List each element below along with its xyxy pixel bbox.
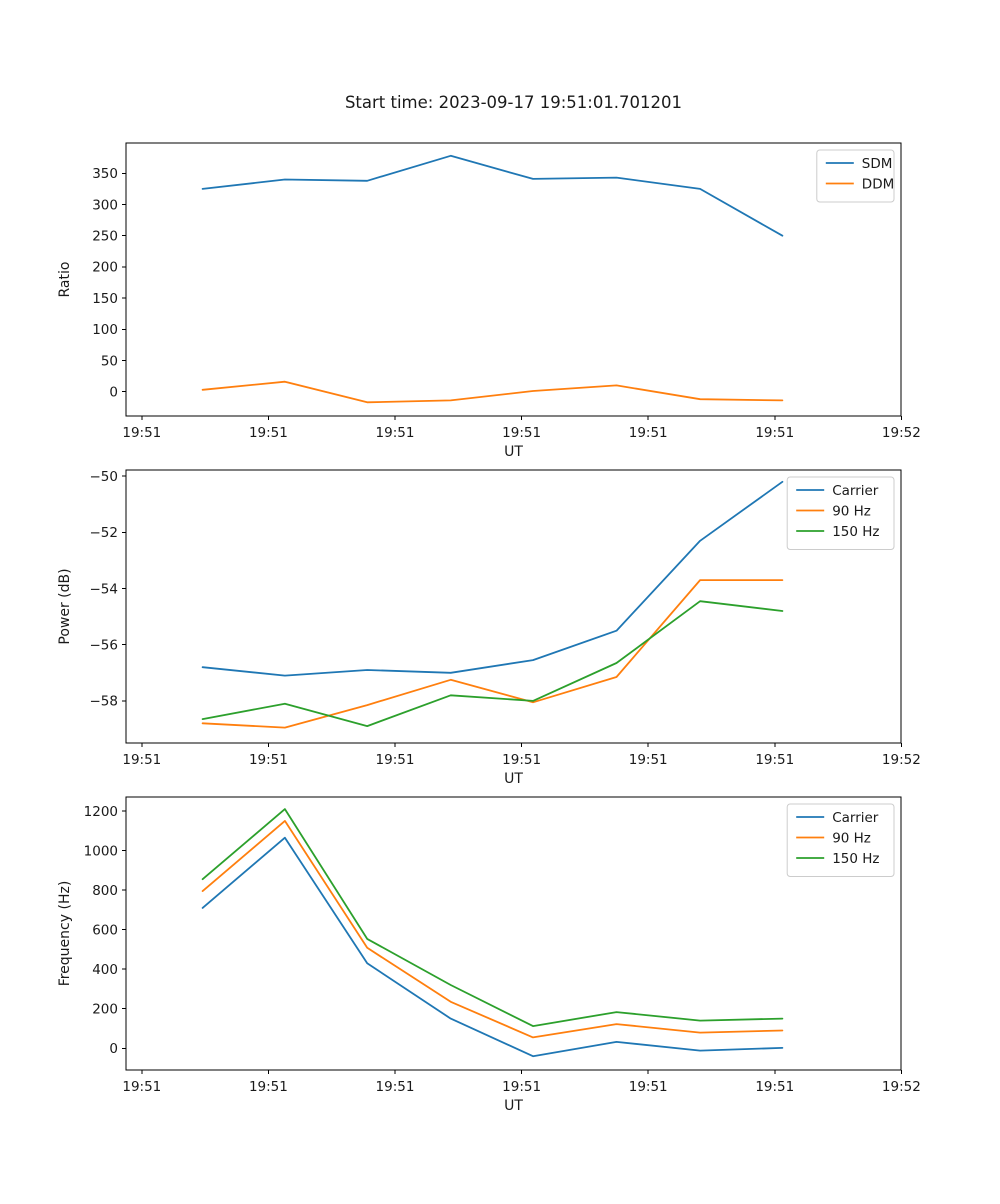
y-tick-label: 0	[109, 384, 118, 400]
x-tick-label: 19:52	[882, 1079, 921, 1095]
y-tick-label: 600	[92, 922, 118, 938]
legend-label: SDM	[862, 156, 893, 172]
x-tick-label: 19:51	[376, 1079, 415, 1095]
series-line-carrier	[201, 480, 784, 677]
y-tick-label: −50	[90, 469, 119, 485]
x-tick-label: 19:51	[629, 1079, 668, 1095]
y-tick-label: 1000	[84, 843, 118, 859]
y-tick-label: 0	[109, 1041, 118, 1057]
y-axis-label: Power (dB)	[57, 568, 73, 644]
legend-label: 90 Hz	[832, 503, 871, 519]
x-tick-label: 19:52	[882, 425, 921, 441]
x-tick-label: 19:51	[122, 1079, 161, 1095]
x-tick-label: 19:51	[629, 752, 668, 768]
y-tick-label: 300	[92, 197, 118, 213]
legend-label: 90 Hz	[832, 830, 871, 846]
x-tick-label: 19:51	[122, 752, 161, 768]
x-tick-label: 19:51	[376, 752, 415, 768]
y-tick-label: −56	[90, 637, 119, 653]
axes-frame	[125, 469, 902, 744]
y-axis-label: Frequency (Hz)	[57, 881, 73, 987]
legend-label: 150 Hz	[832, 851, 879, 867]
y-tick-label: 1200	[84, 804, 118, 820]
axes-frame	[125, 142, 902, 417]
legend-label: DDM	[862, 176, 894, 192]
x-axis-label: UT	[504, 444, 523, 460]
y-tick-label: 350	[92, 166, 118, 182]
series-line-sdm	[201, 154, 784, 237]
y-tick-label: −54	[90, 581, 119, 597]
y-tick-label: −52	[90, 525, 119, 541]
legend-label: 150 Hz	[832, 524, 879, 540]
x-tick-label: 19:51	[502, 1079, 541, 1095]
series-line-90-hz	[201, 820, 784, 1039]
chart-frequency: 0 200 400 600 800 1000 1200 19:51 19:51 19:51 19:5…	[57, 796, 921, 1114]
chart-power: −58 −56 −54 −52 −50 19:51 19:51 19:51 19:51 19:51…	[57, 469, 921, 787]
x-tick-label: 19:51	[376, 425, 415, 441]
axes-frame	[125, 796, 902, 1071]
x-tick-label: 19:51	[249, 1079, 288, 1095]
figure-title: Start time: 2023-09-17 19:51:01.701201	[345, 93, 682, 112]
x-tick-label: 19:51	[249, 752, 288, 768]
x-tick-label: 19:51	[755, 1079, 794, 1095]
x-axis-label: UT	[504, 771, 523, 787]
x-axis-label: UT	[504, 1098, 523, 1114]
x-tick-label: 19:52	[882, 752, 921, 768]
x-tick-label: 19:51	[502, 425, 541, 441]
y-tick-label: 200	[92, 260, 118, 276]
legend-label: Carrier	[832, 483, 879, 499]
y-tick-label: −58	[90, 694, 119, 710]
x-tick-label: 19:51	[249, 425, 288, 441]
y-tick-label: 400	[92, 962, 118, 978]
series-line-150-hz	[201, 600, 784, 727]
series-line-150-hz	[201, 808, 784, 1027]
y-tick-label: 150	[92, 291, 118, 307]
legend-label: Carrier	[832, 810, 879, 826]
chart-ratio: 0 50 100 150 200 250 300 350 19:51 19:51 19:51 19:5…	[57, 142, 921, 460]
series-line-carrier	[201, 836, 784, 1058]
y-tick-label: 250	[92, 228, 118, 244]
y-axis-label: Ratio	[57, 262, 73, 298]
x-tick-label: 19:51	[502, 752, 541, 768]
y-tick-label: 100	[92, 322, 118, 338]
y-tick-label: 200	[92, 1002, 118, 1018]
series-line-ddm	[201, 380, 784, 404]
x-tick-label: 19:51	[755, 425, 794, 441]
y-tick-label: 50	[101, 353, 118, 369]
series-line-90-hz	[201, 579, 784, 729]
y-tick-label: 800	[92, 883, 118, 899]
x-tick-label: 19:51	[755, 752, 794, 768]
x-tick-label: 19:51	[122, 425, 161, 441]
x-tick-label: 19:51	[629, 425, 668, 441]
